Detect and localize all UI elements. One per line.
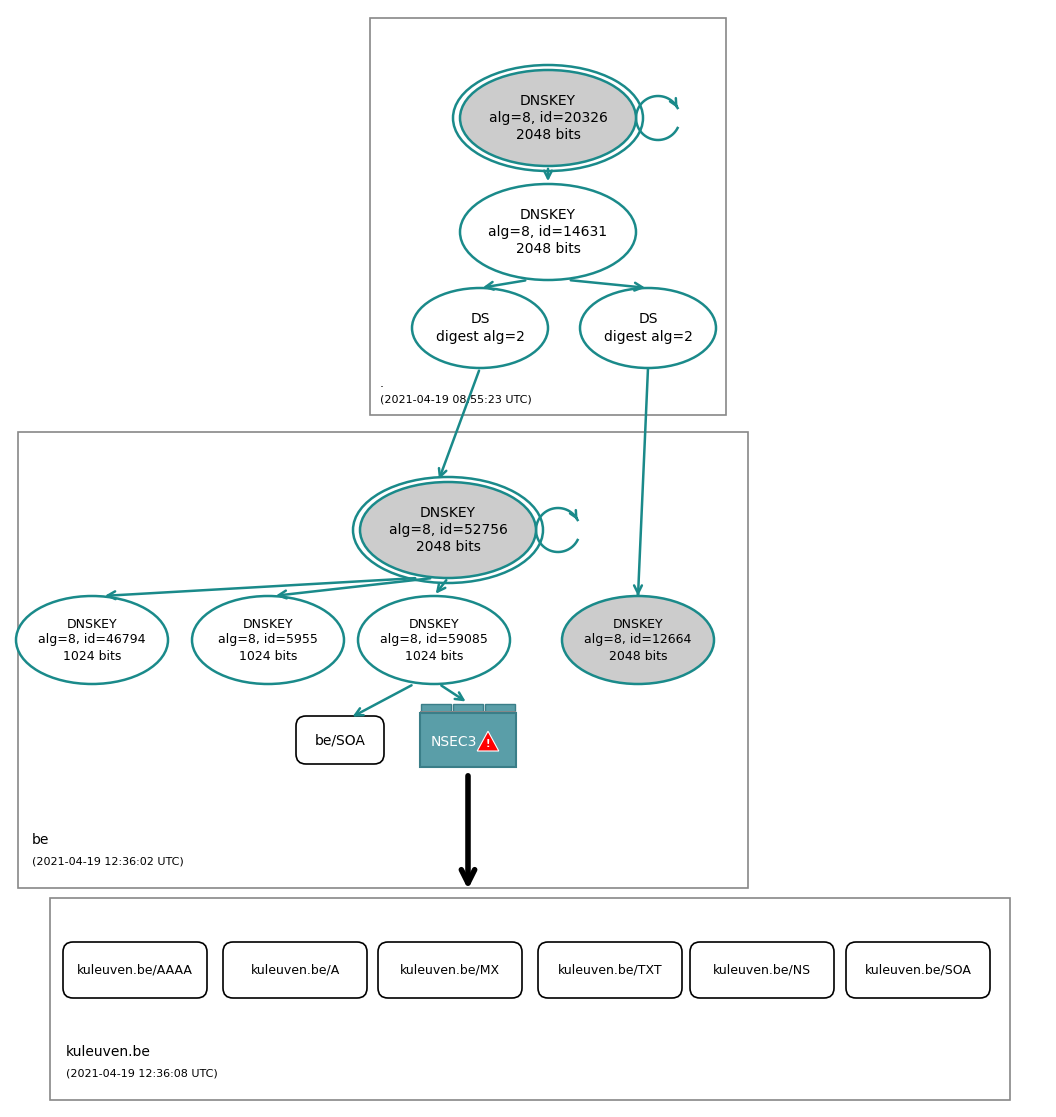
Text: (2021-04-19 12:36:08 UTC): (2021-04-19 12:36:08 UTC) (65, 1068, 218, 1078)
Bar (420, 712, 516, 716)
Text: !: ! (486, 739, 490, 750)
Ellipse shape (460, 70, 636, 166)
Bar (485, 704, 515, 714)
Ellipse shape (16, 596, 168, 684)
Text: DS
digest alg=2: DS digest alg=2 (604, 313, 693, 344)
FancyBboxPatch shape (690, 942, 834, 997)
Text: DNSKEY
alg=8, id=52756
2048 bits: DNSKEY alg=8, id=52756 2048 bits (389, 506, 508, 554)
Ellipse shape (360, 483, 536, 577)
Text: (2021-04-19 08:55:23 UTC): (2021-04-19 08:55:23 UTC) (380, 395, 532, 405)
Ellipse shape (580, 288, 716, 367)
Text: kuleuven.be: kuleuven.be (65, 1046, 151, 1059)
Ellipse shape (562, 596, 714, 684)
FancyBboxPatch shape (846, 942, 991, 997)
Bar (370, 18, 727, 416)
Text: kuleuven.be/AAAA: kuleuven.be/AAAA (77, 964, 193, 976)
Bar (50, 898, 1010, 1100)
Ellipse shape (412, 288, 548, 367)
Text: (2021-04-19 12:36:02 UTC): (2021-04-19 12:36:02 UTC) (32, 856, 184, 866)
Text: DNSKEY
alg=8, id=59085
1024 bits: DNSKEY alg=8, id=59085 1024 bits (380, 618, 488, 662)
Bar (420, 713, 516, 767)
Text: kuleuven.be/A: kuleuven.be/A (250, 964, 340, 976)
Bar (421, 704, 451, 714)
Ellipse shape (358, 596, 510, 684)
FancyBboxPatch shape (296, 716, 384, 764)
Text: DNSKEY
alg=8, id=46794
1024 bits: DNSKEY alg=8, id=46794 1024 bits (38, 618, 146, 662)
Text: DNSKEY
alg=8, id=20326
2048 bits: DNSKEY alg=8, id=20326 2048 bits (489, 94, 607, 142)
Text: DNSKEY
alg=8, id=5955
1024 bits: DNSKEY alg=8, id=5955 1024 bits (218, 618, 318, 662)
FancyBboxPatch shape (63, 942, 207, 997)
Text: kuleuven.be/MX: kuleuven.be/MX (400, 964, 501, 976)
Text: DS
digest alg=2: DS digest alg=2 (435, 313, 525, 344)
Polygon shape (477, 732, 498, 751)
Ellipse shape (460, 184, 636, 280)
Text: DNSKEY
alg=8, id=14631
2048 bits: DNSKEY alg=8, id=14631 2048 bits (489, 208, 607, 256)
FancyBboxPatch shape (538, 942, 682, 997)
Text: .: . (380, 378, 384, 390)
Bar (18, 432, 748, 888)
Text: be: be (32, 833, 50, 847)
Text: kuleuven.be/SOA: kuleuven.be/SOA (865, 964, 972, 976)
FancyBboxPatch shape (378, 942, 522, 997)
Text: kuleuven.be/TXT: kuleuven.be/TXT (558, 964, 662, 976)
Text: be/SOA: be/SOA (315, 733, 365, 747)
Text: NSEC3: NSEC3 (431, 735, 477, 750)
Ellipse shape (192, 596, 344, 684)
FancyBboxPatch shape (223, 942, 367, 997)
Text: DNSKEY
alg=8, id=12664
2048 bits: DNSKEY alg=8, id=12664 2048 bits (584, 618, 692, 662)
Text: kuleuven.be/NS: kuleuven.be/NS (713, 964, 811, 976)
Bar (453, 704, 483, 714)
